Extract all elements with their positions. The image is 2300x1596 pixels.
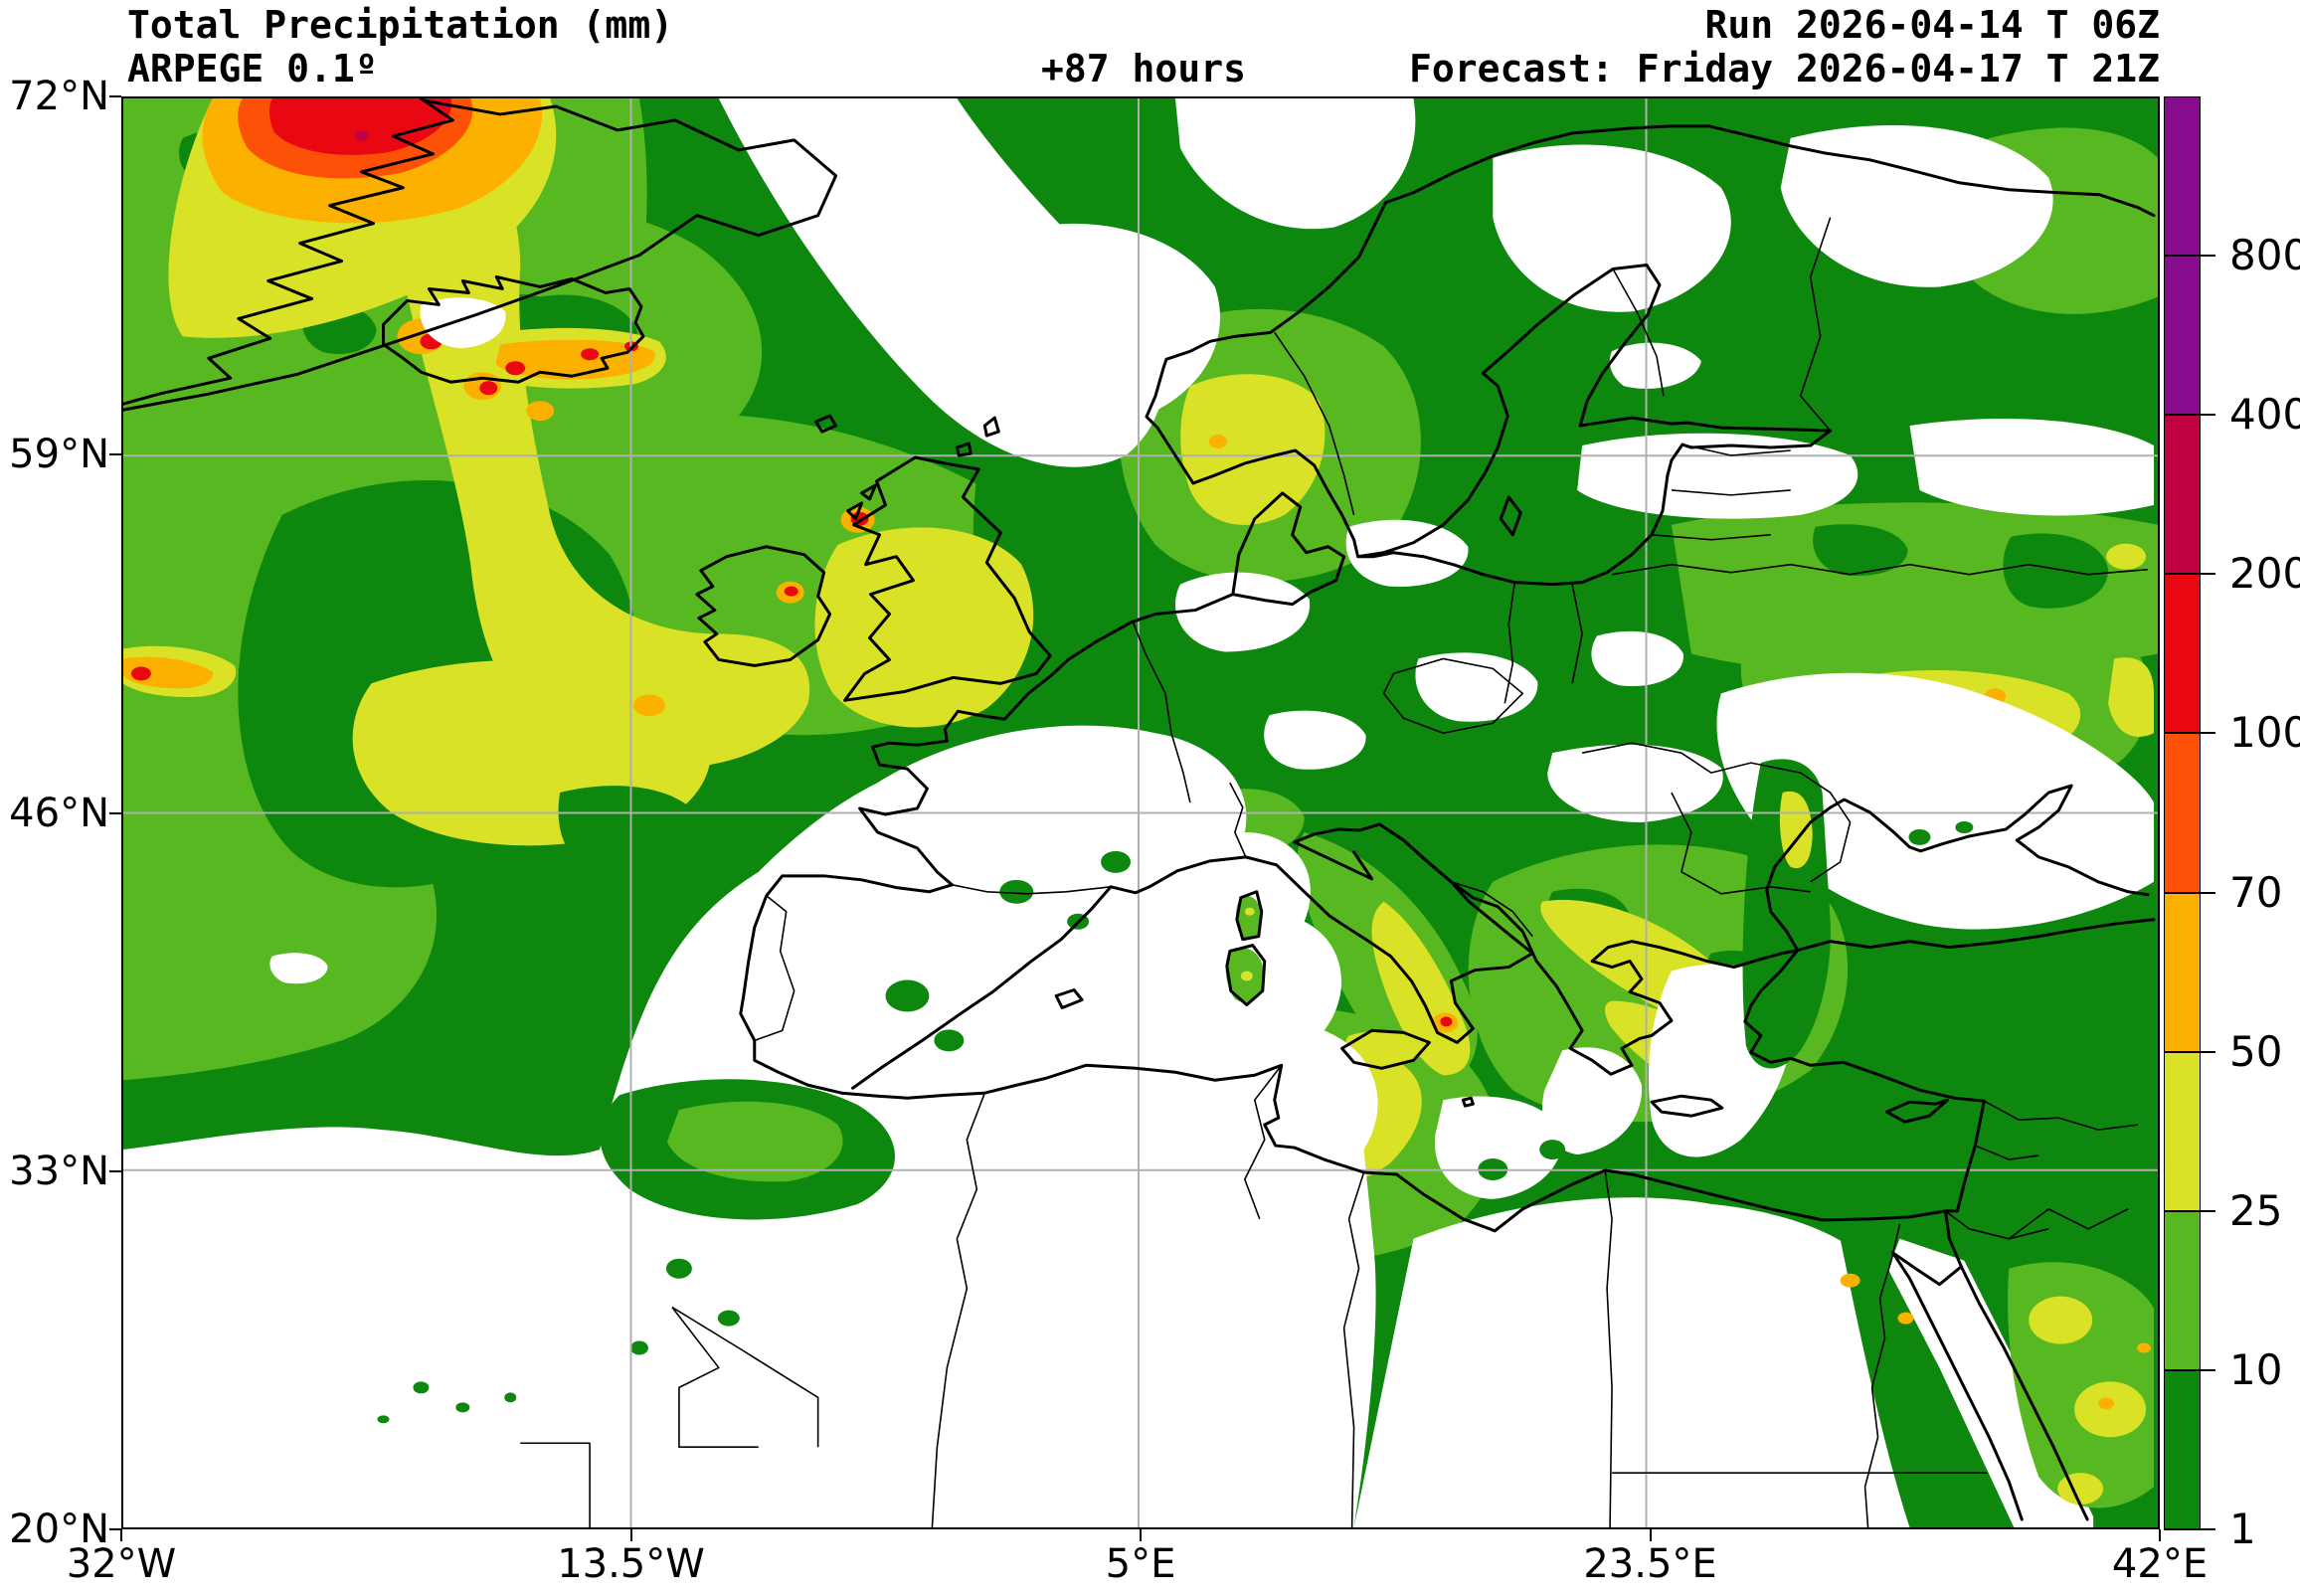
lon-tick-label: 23.5°E — [1583, 1541, 1717, 1587]
colorbar-tick-label: 400 — [2229, 390, 2300, 440]
colorbar-tick-label: 50 — [2229, 1026, 2283, 1076]
lat-tick-mark — [109, 453, 121, 456]
lon-tick-mark — [629, 1529, 632, 1541]
lat-tick-label: 72°N — [9, 74, 109, 119]
colorbar-tick-mark — [2164, 414, 2215, 417]
forecast-label: Forecast: Friday 2026-04-17 T 21Z — [1409, 47, 2160, 90]
lon-tick-mark — [120, 1529, 122, 1541]
colorbar-segment-70-100 — [2165, 733, 2200, 893]
colorbar-tick-mark — [2164, 1050, 2215, 1053]
colorbar-segment-400-800 — [2165, 256, 2200, 416]
colorbar-tick-mark — [2164, 1528, 2215, 1530]
colorbar-tick-label: 100 — [2229, 708, 2300, 758]
colorbar-segment-10-25 — [2165, 1210, 2200, 1370]
colorbar-segment-200-400 — [2165, 415, 2200, 575]
lon-tick-label: 13.5°W — [557, 1541, 705, 1587]
map-area — [121, 96, 2160, 1529]
gridlines — [123, 98, 2158, 1527]
lead-time-label: +87 hours — [1041, 47, 1246, 90]
lat-tick-mark — [109, 95, 121, 97]
colorbar-tick-mark — [2164, 732, 2215, 735]
page-title: Total Precipitation (mm) — [127, 3, 674, 47]
colorbar-tick-label: 1 — [2229, 1505, 2256, 1553]
lon-tick-label: 42°E — [2111, 1541, 2209, 1587]
lon-tick-mark — [1649, 1529, 1652, 1541]
precipitation-map — [123, 98, 2158, 1527]
coastlines — [123, 98, 2156, 1521]
lat-tick-mark — [109, 1528, 121, 1530]
colorbar-segment-1-10 — [2165, 1369, 2200, 1529]
colorbar-tick-label: 200 — [2229, 549, 2300, 599]
colorbar-tick-label: 70 — [2229, 867, 2283, 917]
lon-tick-label: 32°W — [66, 1541, 177, 1587]
lat-tick-label: 46°N — [9, 790, 109, 836]
lat-tick-label: 20°N — [9, 1507, 109, 1552]
colorbar — [2164, 96, 2201, 1529]
lat-tick-mark — [109, 811, 121, 814]
lat-tick-label: 33°N — [9, 1148, 109, 1194]
colorbar-tick-label: 25 — [2229, 1185, 2283, 1235]
colorbar-segment-50-70 — [2165, 892, 2200, 1052]
green-islands — [377, 759, 2155, 1527]
lat-tick-label: 59°N — [9, 432, 109, 478]
colorbar-tick-mark — [2164, 1209, 2215, 1212]
colorbar-tick-label: 10 — [2229, 1344, 2283, 1394]
colorbar-tick-mark — [2164, 1368, 2215, 1371]
colorbar-tick-label: 800 — [2229, 231, 2300, 280]
colorbar-tick-mark — [2164, 891, 2215, 894]
country-borders — [520, 217, 2149, 1527]
colorbar-tick-mark — [2164, 573, 2215, 576]
model-label: ARPEGE 0.1º — [127, 47, 378, 90]
lon-tick-label: 5°E — [1105, 1541, 1176, 1587]
colorbar-tick-mark — [2164, 255, 2215, 258]
run-label: Run 2026-04-14 T 06Z — [1704, 3, 2160, 47]
lat-tick-mark — [109, 1169, 121, 1172]
colorbar-segment-100-200 — [2165, 574, 2200, 734]
colorbar-segment-25-50 — [2165, 1051, 2200, 1211]
lon-tick-mark — [1140, 1529, 1142, 1541]
colorbar-segment->800 — [2165, 97, 2200, 257]
lon-tick-mark — [2159, 1529, 2161, 1541]
